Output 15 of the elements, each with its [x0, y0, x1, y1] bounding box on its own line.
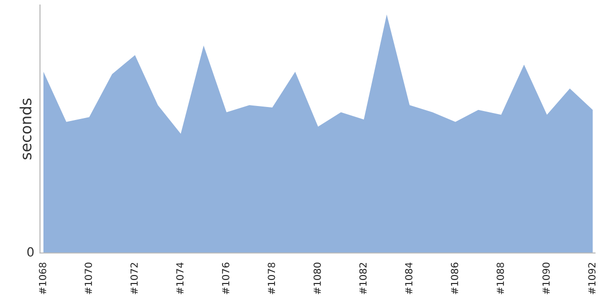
x-tick-label: #1088: [496, 262, 504, 294]
x-tick-label: #1078: [268, 262, 276, 294]
text: 0: [27, 247, 34, 257]
x-tick-label: #1068: [38, 262, 46, 294]
x-tick-label: #1086: [450, 262, 458, 294]
x-tick-label: #1070: [84, 262, 92, 294]
x-tick-label: #1076: [222, 262, 230, 294]
x-tick-label: #1074: [176, 262, 184, 294]
x-tick-label: #1090: [542, 262, 550, 294]
x-tick-label: #1092: [588, 263, 596, 294]
x-tick-label: #1072: [130, 263, 138, 294]
x-tick-label: #1082: [359, 263, 367, 294]
x-tick-label: #1080: [314, 262, 321, 294]
x-tick-label: #1084: [405, 262, 412, 294]
y-axis-title: seconds: [20, 98, 32, 160]
